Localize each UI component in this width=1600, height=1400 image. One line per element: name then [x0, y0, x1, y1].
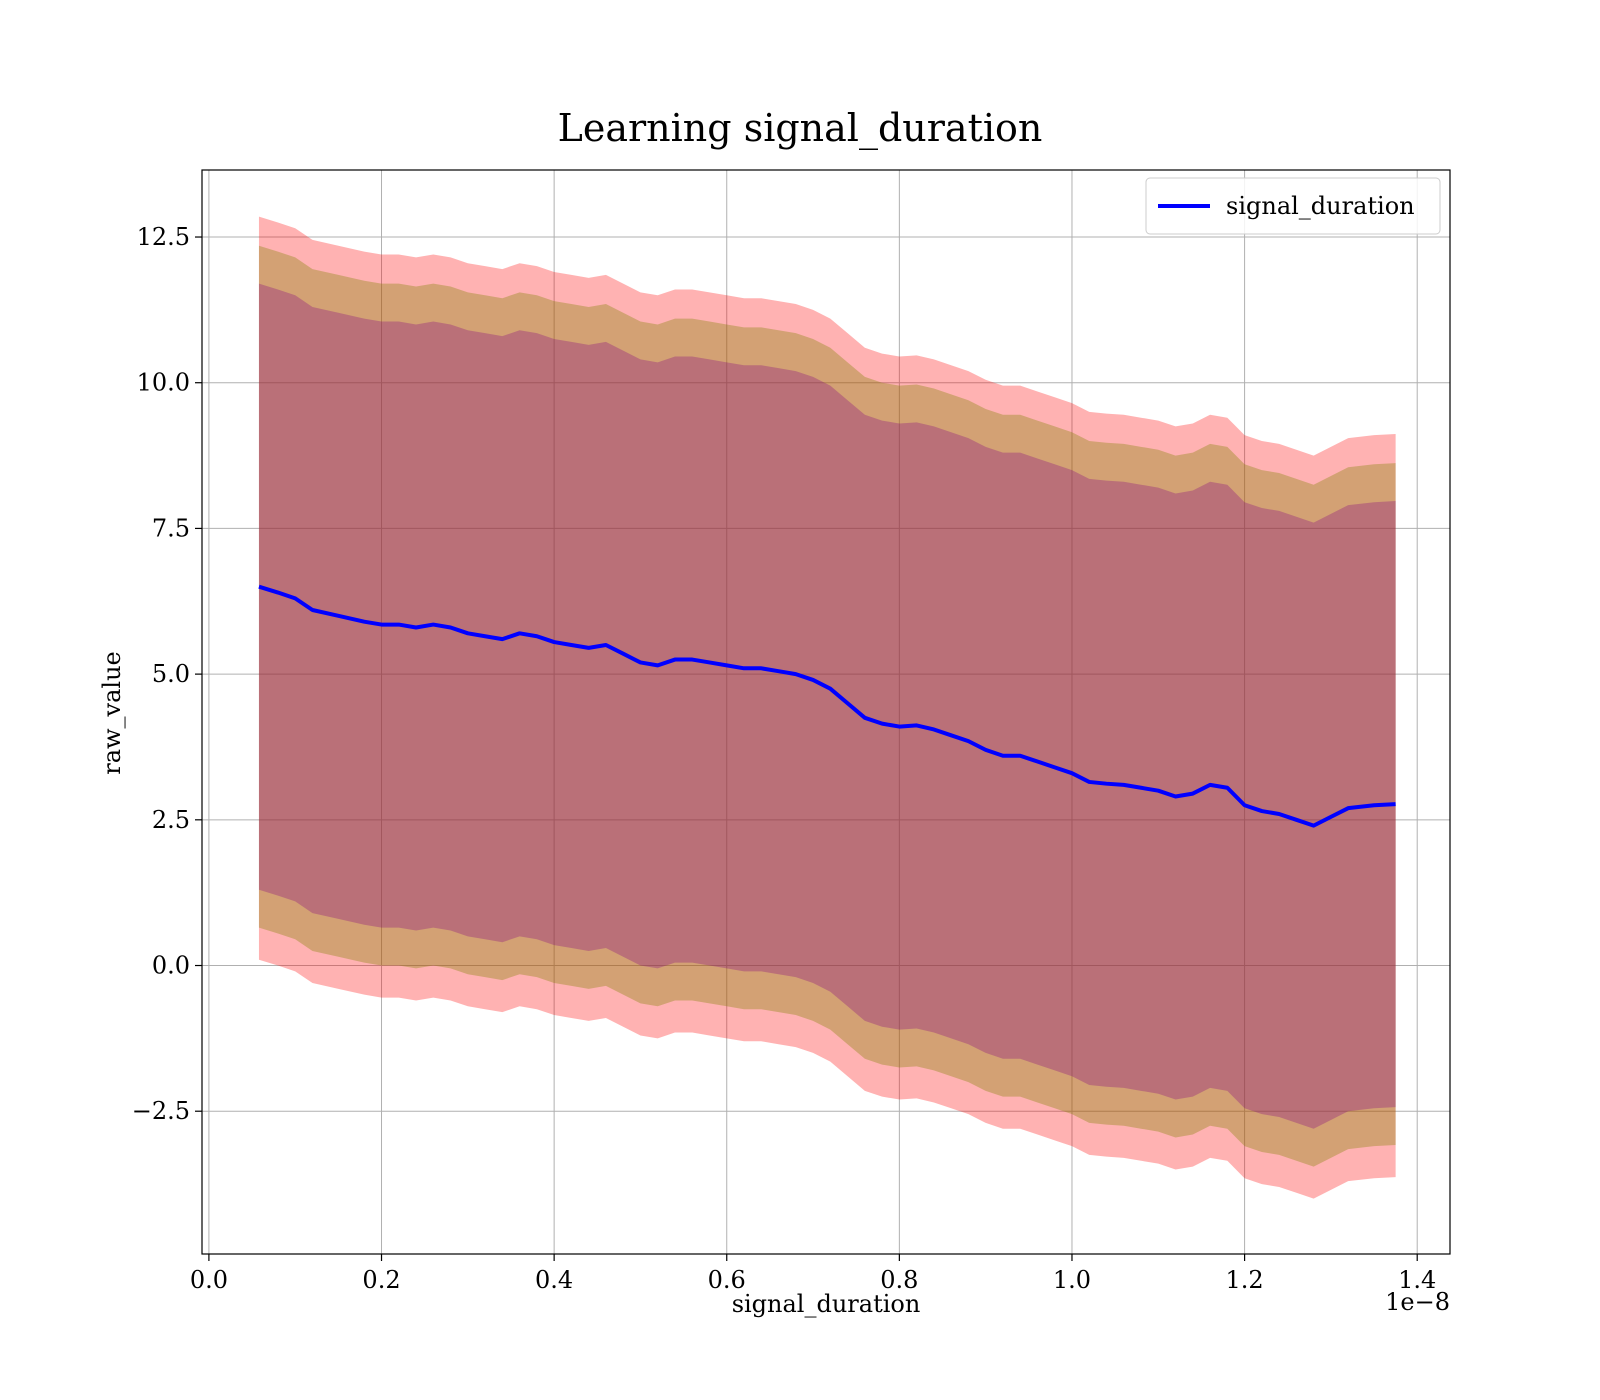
y-tick-label: −2.5: [132, 1097, 190, 1125]
y-tick-label: 5.0: [152, 660, 190, 688]
y-axis-label: raw_value: [98, 651, 126, 775]
confidence-band: [258, 283, 1396, 1129]
axis-ticks: 0.0 0.2 0.4 0.6 0.8 1.0 1.2 1.4 −2.5 0.0 2.5 5.0 7.5…: [132, 223, 1437, 1294]
y-tick-label: 10.0: [137, 369, 190, 397]
x-tick-label: 0.0: [190, 1266, 228, 1294]
legend-label: signal_duration: [1226, 192, 1415, 220]
legend: signal_duration: [1145, 177, 1441, 235]
plot-frame: [201, 169, 1451, 1255]
y-tick-label: 7.5: [152, 514, 190, 542]
x-tick-label: 1.4: [1398, 1266, 1436, 1294]
grid: [202, 170, 1450, 1254]
x-tick-label: 0.4: [535, 1266, 573, 1294]
x-tick-label: 0.6: [708, 1266, 746, 1294]
x-tick-label: 1.0: [1053, 1266, 1091, 1294]
confidence-band: [258, 216, 1396, 1199]
y-tick-label: 0.0: [152, 952, 190, 980]
chart-title: Learning signal_duration: [558, 106, 1043, 151]
x-axis-offset-label: 1e−8: [1385, 1288, 1450, 1316]
x-tick-label: 0.8: [880, 1266, 918, 1294]
series-line: [258, 584, 1396, 828]
x-axis-label: signal_duration: [732, 1290, 921, 1318]
confidence-band: [258, 245, 1396, 1167]
x-tick-label: 1.2: [1226, 1266, 1264, 1294]
confidence-bands: [258, 216, 1396, 1199]
y-tick-label: 2.5: [152, 806, 190, 834]
x-tick-label: 0.2: [362, 1266, 400, 1294]
series-lines: [258, 584, 1396, 828]
y-tick-label: 12.5: [137, 223, 190, 251]
legend-box: [1145, 177, 1441, 235]
